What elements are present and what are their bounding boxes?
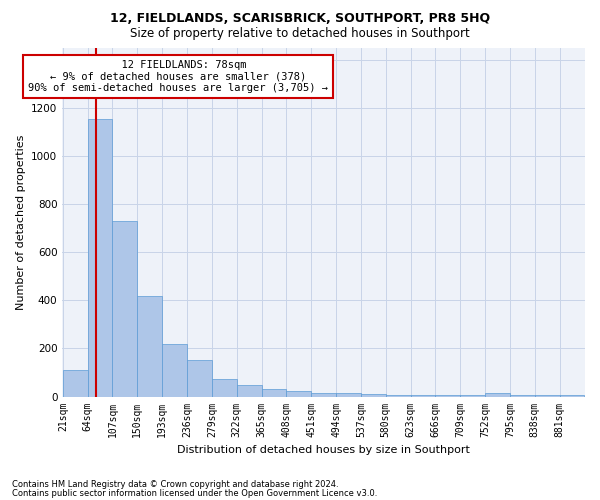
Text: Contains public sector information licensed under the Open Government Licence v3: Contains public sector information licen… [12, 488, 377, 498]
Bar [336, 393, 361, 396]
Bar [212, 378, 236, 396]
Bar [63, 370, 88, 396]
Y-axis label: Number of detached properties: Number of detached properties [16, 134, 26, 310]
Bar [112, 221, 137, 396]
Bar [262, 388, 286, 396]
Bar [162, 344, 187, 397]
Text: Contains HM Land Registry data © Crown copyright and database right 2024.: Contains HM Land Registry data © Crown c… [12, 480, 338, 489]
Bar [187, 360, 212, 396]
Bar [286, 392, 311, 396]
X-axis label: Distribution of detached houses by size in Southport: Distribution of detached houses by size … [177, 445, 470, 455]
Bar [137, 296, 162, 396]
Bar [361, 394, 386, 396]
Bar [88, 118, 112, 396]
Bar [311, 393, 336, 396]
Bar [236, 384, 262, 396]
Text: 12 FIELDLANDS: 78sqm
← 9% of detached houses are smaller (378)
90% of semi-detac: 12 FIELDLANDS: 78sqm ← 9% of detached ho… [28, 60, 328, 93]
Text: Size of property relative to detached houses in Southport: Size of property relative to detached ho… [130, 28, 470, 40]
Bar [485, 393, 510, 396]
Text: 12, FIELDLANDS, SCARISBRICK, SOUTHPORT, PR8 5HQ: 12, FIELDLANDS, SCARISBRICK, SOUTHPORT, … [110, 12, 490, 26]
